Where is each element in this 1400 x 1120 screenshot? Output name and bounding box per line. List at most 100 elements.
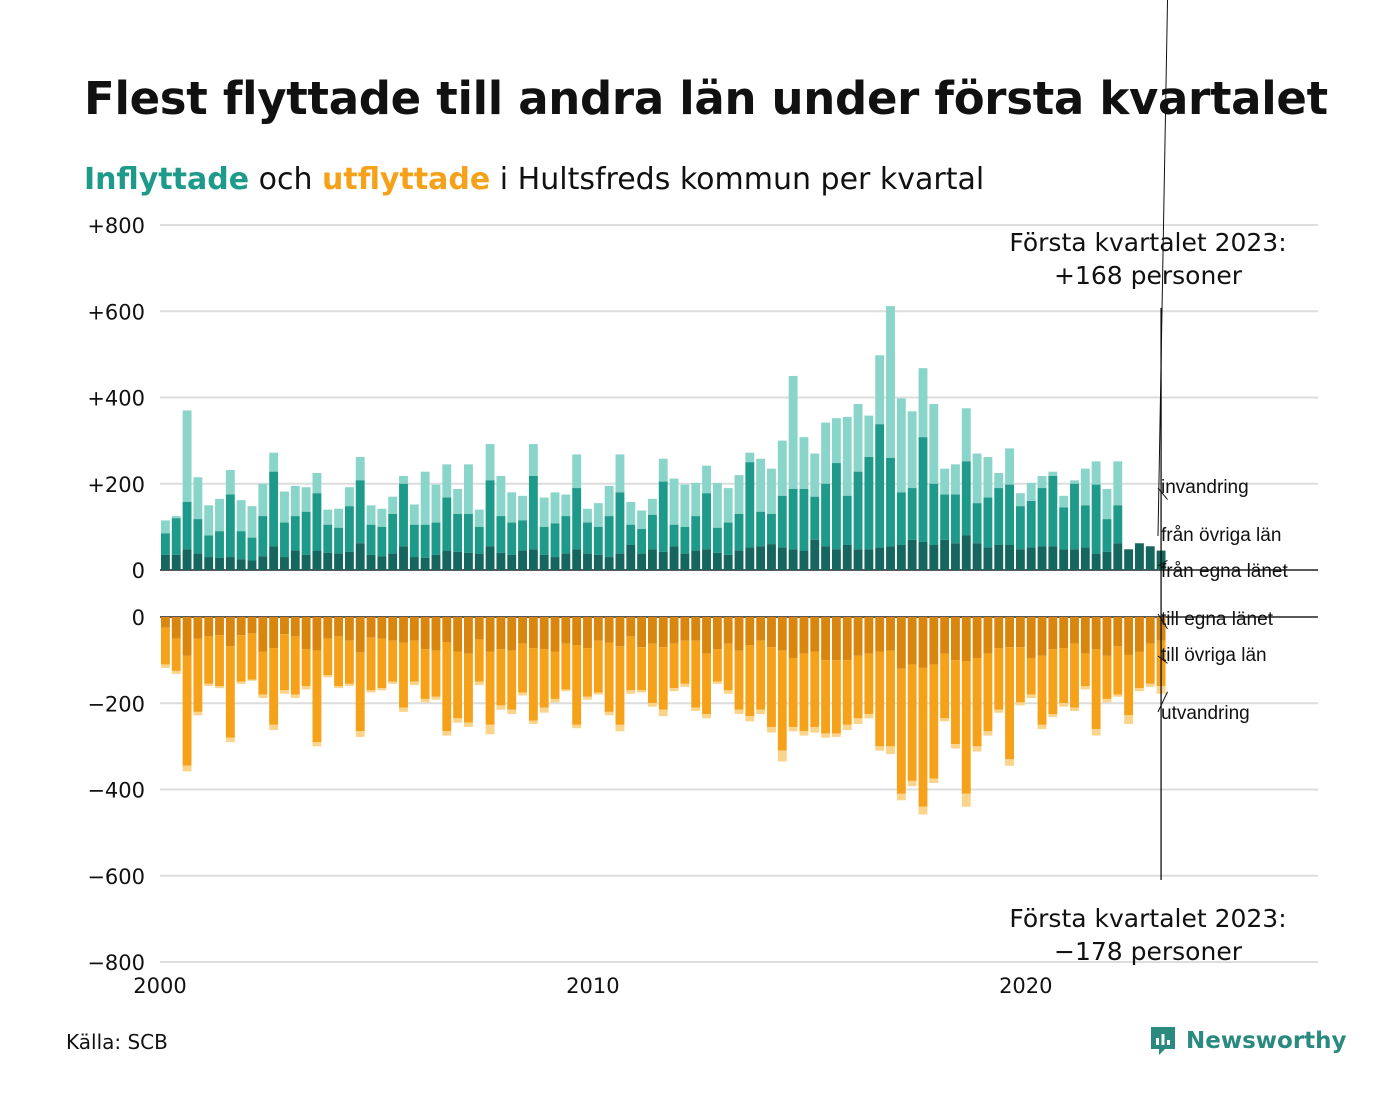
bar-fran-egna-lanet bbox=[377, 556, 387, 570]
bar-utvandring bbox=[702, 714, 711, 719]
bar-fran-egna-lanet bbox=[1102, 551, 1112, 570]
bar-fran-ovriga-lan bbox=[702, 493, 711, 550]
bar-invandring bbox=[864, 415, 874, 458]
bar-fran-egna-lanet bbox=[160, 554, 170, 570]
bar-fran-ovriga-lan bbox=[712, 527, 722, 553]
bar-till-ovriga-lan bbox=[983, 653, 993, 732]
bar-utvandring bbox=[842, 724, 852, 730]
bar-fran-ovriga-lan bbox=[301, 511, 311, 555]
bar-fran-egna-lanet bbox=[215, 557, 224, 570]
bar-fran-ovriga-lan bbox=[680, 526, 690, 554]
bar-invandring bbox=[896, 398, 906, 493]
bar-till-egna-lanet bbox=[366, 617, 376, 638]
bar-utvandring bbox=[539, 707, 549, 713]
bar-till-ovriga-lan bbox=[225, 646, 235, 738]
bar-till-egna-lanet bbox=[994, 617, 1004, 649]
bar-invandring bbox=[734, 475, 744, 514]
bar-till-ovriga-lan bbox=[399, 642, 408, 708]
y-tick-label: −200 bbox=[87, 692, 145, 716]
bar-fran-ovriga-lan bbox=[290, 516, 300, 551]
bar-till-egna-lanet bbox=[767, 617, 776, 648]
bar-fran-ovriga-lan bbox=[615, 492, 625, 554]
bar-till-egna-lanet bbox=[225, 617, 235, 647]
bar-invandring bbox=[485, 444, 495, 481]
label-leader-line bbox=[1157, 0, 1169, 537]
bar-invandring bbox=[994, 472, 1004, 489]
bar-fran-egna-lanet bbox=[680, 553, 690, 570]
y-tick-label: −800 bbox=[87, 951, 145, 975]
bar-invandring bbox=[929, 403, 939, 484]
bar-till-ovriga-lan bbox=[626, 636, 636, 691]
bar-fran-ovriga-lan bbox=[756, 511, 766, 547]
bar-fran-ovriga-lan bbox=[1102, 519, 1112, 552]
bar-till-ovriga-lan bbox=[972, 657, 982, 747]
bar-utvandring bbox=[431, 696, 441, 700]
bar-invandring bbox=[258, 483, 268, 517]
bar-fran-egna-lanet bbox=[647, 549, 657, 570]
bar-utvandring bbox=[344, 683, 354, 686]
label-leader-line bbox=[1157, 559, 1168, 567]
bar-utvandring bbox=[528, 720, 538, 724]
bar-invandring bbox=[983, 457, 993, 498]
bar-fran-egna-lanet bbox=[712, 552, 722, 570]
bar-invandring bbox=[344, 487, 354, 507]
bar-till-egna-lanet bbox=[756, 617, 766, 641]
bar-till-ovriga-lan bbox=[810, 651, 820, 727]
bar-fran-egna-lanet bbox=[637, 553, 647, 570]
bar-till-ovriga-lan bbox=[312, 650, 322, 743]
bar-fran-egna-lanet bbox=[810, 539, 820, 570]
bar-utvandring bbox=[160, 664, 170, 668]
bar-till-egna-lanet bbox=[334, 617, 344, 637]
bar-fran-egna-lanet bbox=[734, 550, 744, 570]
bar-utvandring bbox=[961, 793, 971, 807]
bar-till-ovriga-lan bbox=[756, 640, 766, 710]
bar-fran-egna-lanet bbox=[518, 550, 527, 570]
bar-fran-ovriga-lan bbox=[864, 457, 874, 550]
bar-fran-egna-lanet bbox=[767, 544, 776, 570]
bar-till-egna-lanet bbox=[1080, 617, 1090, 654]
bar-invandring bbox=[442, 464, 452, 498]
bar-till-egna-lanet bbox=[550, 617, 560, 652]
bar-utvandring bbox=[1113, 694, 1123, 697]
bar-invandring bbox=[388, 496, 398, 514]
bar-till-ovriga-lan bbox=[734, 650, 744, 710]
x-tick-label: 2000 bbox=[133, 974, 186, 998]
bar-till-ovriga-lan bbox=[604, 642, 614, 712]
bar-fran-egna-lanet bbox=[453, 551, 463, 570]
bar-invandring bbox=[474, 509, 484, 527]
bar-utvandring bbox=[788, 726, 798, 732]
bar-fran-egna-lanet bbox=[1005, 544, 1014, 570]
bar-utvandring bbox=[193, 711, 203, 716]
bar-invandring bbox=[182, 410, 192, 502]
bar-fran-egna-lanet bbox=[431, 554, 441, 570]
bar-invandring bbox=[583, 508, 592, 523]
bar-till-egna-lanet bbox=[1091, 617, 1101, 650]
bar-till-egna-lanet bbox=[431, 617, 441, 651]
bar-invandring bbox=[420, 471, 430, 525]
bar-till-egna-lanet bbox=[831, 617, 841, 661]
bar-invandring bbox=[312, 472, 322, 494]
bar-till-egna-lanet bbox=[377, 617, 387, 639]
bar-utvandring bbox=[334, 686, 344, 689]
bar-till-ovriga-lan bbox=[431, 650, 441, 697]
brand-logo[interactable]: Newsworthy bbox=[1148, 1024, 1347, 1058]
bar-fran-egna-lanet bbox=[961, 535, 971, 570]
bar-fran-egna-lanet bbox=[312, 550, 322, 570]
bar-till-ovriga-lan bbox=[831, 660, 841, 734]
bar-till-ovriga-lan bbox=[918, 667, 928, 807]
bar-till-ovriga-lan bbox=[193, 638, 203, 712]
bar-invandring bbox=[269, 452, 279, 472]
bar-utvandring bbox=[1145, 683, 1155, 687]
bar-utvandring bbox=[409, 681, 419, 686]
bar-till-egna-lanet bbox=[1015, 617, 1025, 648]
bar-till-egna-lanet bbox=[723, 617, 733, 644]
bar-utvandring bbox=[734, 709, 744, 715]
bar-fran-ovriga-lan bbox=[918, 437, 928, 542]
bar-invandring bbox=[334, 508, 344, 528]
bar-fran-ovriga-lan bbox=[972, 503, 982, 544]
bar-till-egna-lanet bbox=[637, 617, 647, 648]
bar-invandring bbox=[1070, 480, 1079, 484]
bar-utvandring bbox=[366, 690, 376, 693]
bar-fran-ovriga-lan bbox=[550, 523, 560, 558]
bar-till-ovriga-lan bbox=[680, 640, 690, 684]
